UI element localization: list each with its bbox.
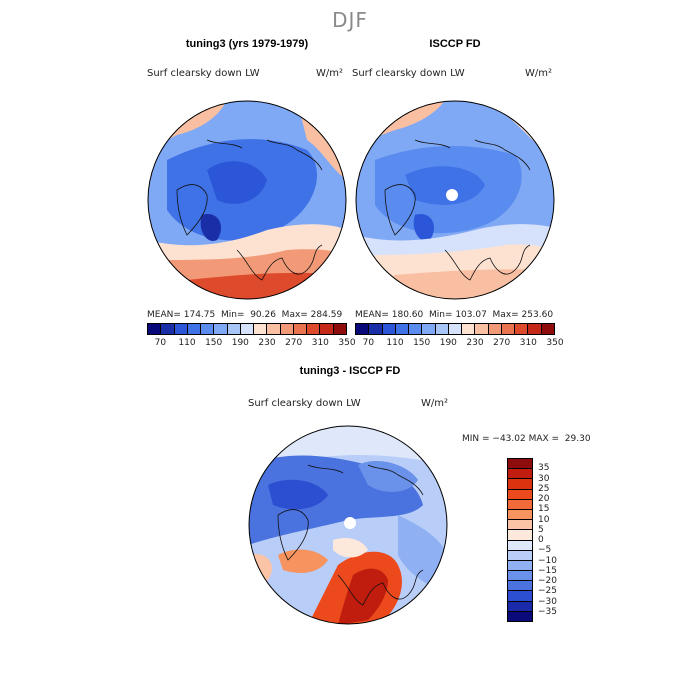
colorbar-tick-label: 230	[466, 338, 484, 348]
colorbar-swatch	[148, 324, 162, 334]
colorbar-swatch	[475, 324, 489, 334]
colorbar-swatch	[293, 324, 308, 334]
diff-polar-map	[248, 425, 448, 625]
colorbar-tick-label: 35	[538, 463, 550, 474]
colorbar-swatch	[501, 324, 516, 334]
colorbar-tick-label: 70	[154, 338, 167, 348]
colorbar-swatch	[462, 324, 476, 334]
colorbar-swatch	[280, 324, 294, 334]
figure-title: DJF	[332, 8, 368, 32]
colorbar-tick-label: 0	[538, 535, 544, 545]
colorbar-swatch	[409, 324, 423, 334]
colorbar-swatch	[508, 581, 532, 592]
colorbar-swatch	[214, 324, 228, 334]
colorbar-swatch	[508, 499, 532, 510]
colorbar-swatch	[508, 560, 532, 572]
colorbar-swatch	[201, 324, 215, 334]
right-panel-title: ISCCP FD	[429, 38, 481, 50]
diff-colorbar-labels: 35 30 25 20 15 10 5 0 −5 −10 −15 −20 −25 −30 −35	[538, 458, 578, 620]
right-colorbar-labels: 70 110 150 190 230 270 310 350	[355, 338, 564, 350]
colorbar-tick-label: 350	[546, 338, 564, 348]
colorbar-tick-label: −10	[538, 555, 557, 566]
colorbar-swatch	[508, 520, 532, 531]
colorbar-tick-label: −25	[538, 586, 557, 597]
colorbar-swatch	[267, 324, 281, 334]
colorbar-tick-label: 310	[519, 338, 537, 348]
colorbar-swatch	[508, 550, 532, 561]
colorbar-tick-label: −30	[538, 596, 557, 607]
diff-colorbar	[507, 458, 533, 622]
colorbar-swatch	[382, 324, 396, 334]
diff-panel-title: tuning3 - ISCCP FD	[299, 365, 401, 377]
colorbar-swatch	[541, 324, 554, 334]
colorbar-swatch	[254, 324, 268, 334]
left-units-label: W/m²	[316, 68, 344, 79]
diff-variable-label: Surf clearsky down LW	[248, 398, 361, 409]
colorbar-swatch	[508, 530, 532, 541]
colorbar-swatch	[174, 324, 188, 334]
colorbar-swatch	[240, 324, 255, 334]
colorbar-swatch	[369, 324, 383, 334]
left-polar-map	[147, 100, 347, 300]
colorbar-tick-label: 270	[285, 338, 303, 348]
colorbar-swatch	[508, 479, 532, 490]
colorbar-swatch	[227, 324, 241, 334]
colorbar-tick-label: 5	[538, 524, 544, 535]
colorbar-tick-label: 70	[362, 338, 375, 348]
diff-units-label: W/m²	[421, 398, 449, 409]
colorbar-tick-label: −15	[538, 565, 557, 576]
colorbar-tick-label: 30	[538, 473, 550, 484]
colorbar-swatch	[422, 324, 436, 334]
colorbar-tick-label: 15	[538, 504, 550, 515]
colorbar-swatch	[508, 459, 532, 470]
left-panel-title: tuning3 (yrs 1979-1979)	[185, 38, 309, 50]
colorbar-swatch	[448, 324, 463, 334]
colorbar-tick-label: 270	[493, 338, 511, 348]
right-variable-label: Surf clearsky down LW	[352, 68, 465, 79]
right-polar-map	[355, 100, 555, 300]
right-units-label: W/m²	[525, 68, 553, 79]
colorbar-swatch	[508, 509, 532, 521]
colorbar-tick-label: −20	[538, 576, 557, 586]
right-colorbar	[355, 323, 555, 335]
colorbar-tick-label: 230	[258, 338, 276, 348]
colorbar-tick-label: 190	[231, 338, 249, 348]
colorbar-swatch	[435, 324, 449, 334]
colorbar-swatch	[307, 324, 321, 334]
colorbar-swatch	[508, 601, 532, 612]
colorbar-tick-label: 150	[413, 338, 431, 348]
colorbar-swatch	[187, 324, 202, 334]
colorbar-tick-label: 190	[439, 338, 457, 348]
colorbar-swatch	[508, 571, 532, 582]
colorbar-swatch	[508, 591, 532, 602]
right-stats: MEAN= 180.60 Min= 103.07 Max= 253.60	[355, 310, 554, 320]
colorbar-swatch	[508, 469, 532, 480]
colorbar-swatch	[488, 324, 502, 334]
colorbar-swatch	[515, 324, 529, 334]
colorbar-swatch	[395, 324, 410, 334]
colorbar-tick-label: 150	[205, 338, 223, 348]
colorbar-swatch	[508, 611, 532, 621]
colorbar-tick-label: 350	[338, 338, 356, 348]
colorbar-tick-label: 20	[538, 494, 550, 504]
colorbar-swatch	[333, 324, 346, 334]
colorbar-swatch	[161, 324, 175, 334]
colorbar-swatch	[356, 324, 370, 334]
colorbar-tick-label: −35	[538, 606, 557, 617]
colorbar-swatch	[508, 540, 532, 551]
colorbar-swatch	[320, 324, 334, 334]
colorbar-tick-label: 10	[538, 514, 550, 525]
left-stats: MEAN= 174.75 Min= 90.26 Max= 284.59	[147, 310, 343, 320]
colorbar-swatch	[528, 324, 542, 334]
colorbar-tick-label: 25	[538, 483, 550, 494]
colorbar-swatch	[508, 489, 532, 500]
colorbar-tick-label: −5	[538, 545, 552, 556]
colorbar-tick-label: 110	[386, 338, 404, 348]
left-variable-label: Surf clearsky down LW	[147, 68, 260, 79]
left-colorbar-labels: 70 110 150 190 230 270 310 350	[147, 338, 356, 350]
colorbar-tick-label: 310	[311, 338, 329, 348]
diff-stats: MIN = −43.02 MAX = 29.30	[462, 434, 591, 444]
left-colorbar	[147, 323, 347, 335]
colorbar-tick-label: 110	[178, 338, 196, 348]
